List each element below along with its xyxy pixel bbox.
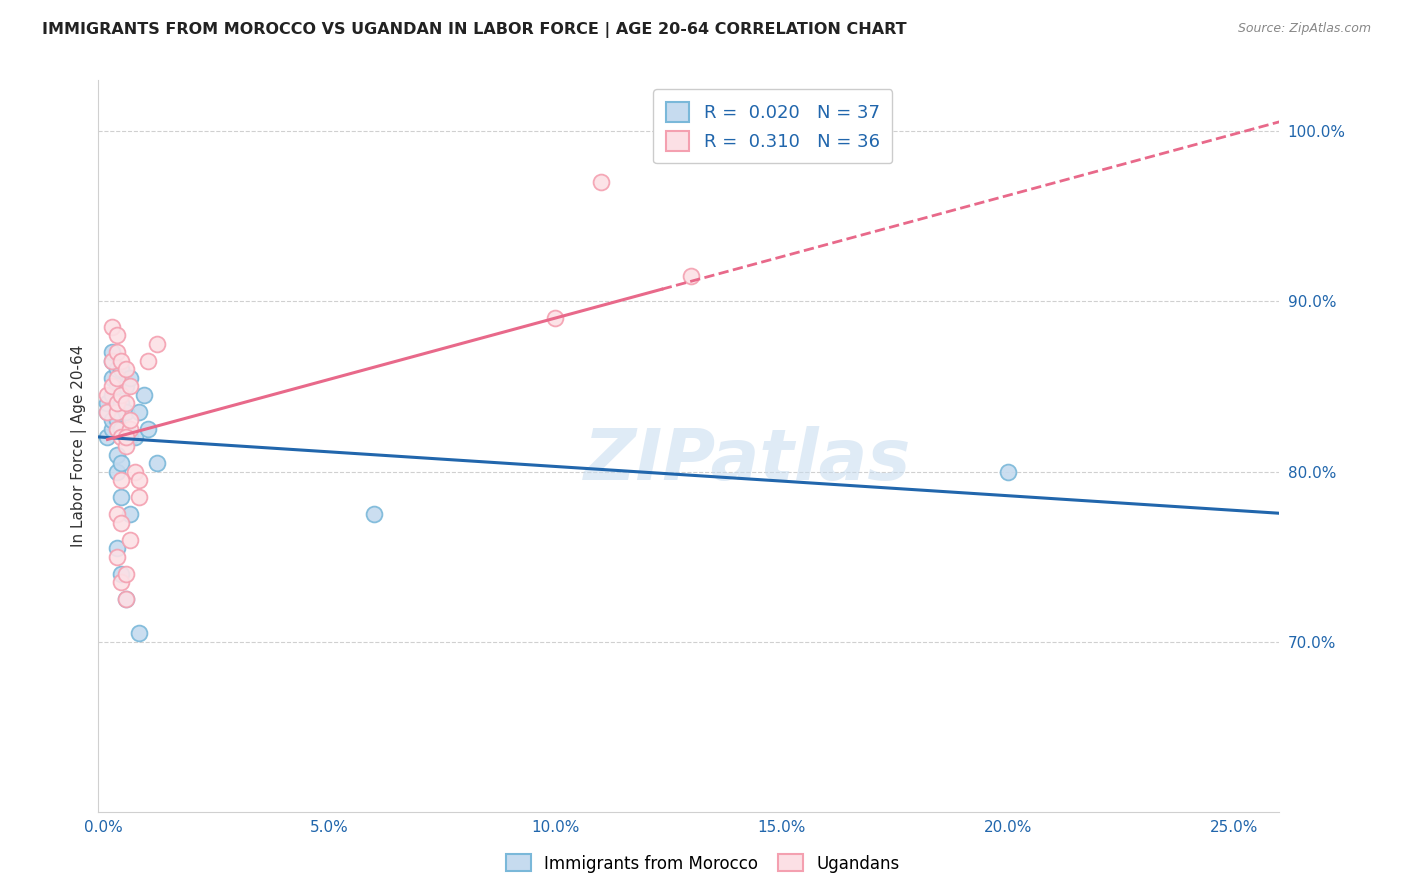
- Point: [589, 175, 612, 189]
- Point: [96, 388, 118, 402]
- Point: [101, 354, 124, 368]
- Point: [105, 396, 128, 410]
- Point: [132, 388, 155, 402]
- Point: [105, 328, 128, 343]
- Point: [136, 422, 159, 436]
- Point: [110, 566, 132, 581]
- Point: [146, 456, 169, 470]
- Point: [96, 430, 118, 444]
- Legend: Immigrants from Morocco, Ugandans: Immigrants from Morocco, Ugandans: [499, 847, 907, 880]
- Point: [544, 311, 567, 326]
- Text: IMMIGRANTS FROM MOROCCO VS UGANDAN IN LABOR FORCE | AGE 20-64 CORRELATION CHART: IMMIGRANTS FROM MOROCCO VS UGANDAN IN LA…: [42, 22, 907, 38]
- Point: [128, 490, 150, 504]
- Point: [105, 345, 128, 359]
- Text: Source: ZipAtlas.com: Source: ZipAtlas.com: [1237, 22, 1371, 36]
- Point: [110, 354, 132, 368]
- Point: [101, 388, 124, 402]
- Point: [363, 507, 385, 521]
- Point: [105, 362, 128, 376]
- Point: [128, 473, 150, 487]
- Point: [114, 439, 136, 453]
- Point: [105, 371, 128, 385]
- Point: [101, 320, 124, 334]
- Point: [101, 422, 124, 436]
- Point: [105, 507, 128, 521]
- Point: [110, 422, 132, 436]
- Point: [96, 405, 118, 419]
- Point: [110, 473, 132, 487]
- Point: [146, 337, 169, 351]
- Point: [96, 405, 118, 419]
- Point: [105, 549, 128, 564]
- Point: [110, 388, 132, 402]
- Point: [114, 405, 136, 419]
- Point: [120, 422, 142, 436]
- Point: [681, 268, 703, 283]
- Point: [96, 396, 118, 410]
- Point: [114, 566, 136, 581]
- Point: [105, 413, 128, 427]
- Point: [110, 575, 132, 590]
- Point: [128, 626, 150, 640]
- Point: [120, 507, 142, 521]
- Point: [128, 405, 150, 419]
- Point: [120, 413, 142, 427]
- Point: [114, 592, 136, 607]
- Point: [105, 405, 128, 419]
- Point: [114, 430, 136, 444]
- Point: [110, 430, 132, 444]
- Point: [120, 371, 142, 385]
- Text: ZIPatlas: ZIPatlas: [585, 426, 911, 495]
- Point: [101, 371, 124, 385]
- Point: [101, 354, 124, 368]
- Point: [120, 430, 142, 444]
- Point: [101, 345, 124, 359]
- Point: [124, 430, 146, 444]
- Point: [114, 430, 136, 444]
- Point: [105, 422, 128, 436]
- Point: [114, 379, 136, 393]
- Point: [105, 379, 128, 393]
- Point: [136, 354, 159, 368]
- Point: [120, 533, 142, 547]
- Point: [997, 465, 1019, 479]
- Point: [114, 396, 136, 410]
- Point: [105, 465, 128, 479]
- Point: [110, 396, 132, 410]
- Point: [114, 592, 136, 607]
- Legend: R =  0.020   N = 37, R =  0.310   N = 36: R = 0.020 N = 37, R = 0.310 N = 36: [654, 89, 893, 163]
- Point: [105, 541, 128, 555]
- Point: [101, 379, 124, 393]
- Point: [110, 456, 132, 470]
- Point: [101, 413, 124, 427]
- Point: [105, 396, 128, 410]
- Point: [114, 362, 136, 376]
- Point: [110, 516, 132, 530]
- Point: [105, 448, 128, 462]
- Point: [120, 379, 142, 393]
- Y-axis label: In Labor Force | Age 20-64: In Labor Force | Age 20-64: [72, 345, 87, 547]
- Point: [124, 465, 146, 479]
- Point: [110, 490, 132, 504]
- Point: [110, 362, 132, 376]
